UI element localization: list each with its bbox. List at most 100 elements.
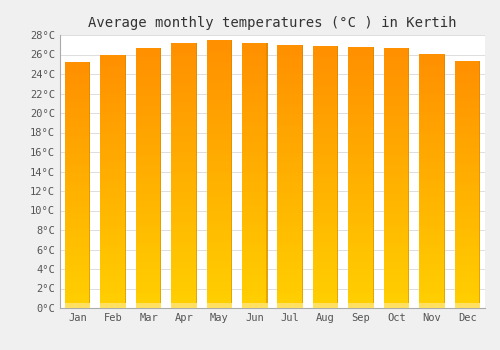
Bar bbox=[278, 242, 303, 245]
Bar bbox=[419, 118, 444, 121]
Bar bbox=[419, 169, 444, 172]
Bar bbox=[419, 229, 444, 232]
Bar bbox=[454, 64, 480, 68]
Bar bbox=[171, 235, 196, 238]
Bar bbox=[454, 83, 480, 86]
Bar bbox=[313, 203, 338, 206]
Bar bbox=[242, 192, 268, 195]
Bar bbox=[348, 115, 374, 119]
Bar bbox=[384, 116, 409, 119]
Bar bbox=[206, 274, 232, 278]
Bar bbox=[384, 54, 409, 57]
Bar bbox=[206, 184, 232, 187]
Bar bbox=[419, 105, 444, 108]
Bar bbox=[136, 48, 162, 51]
Bar bbox=[454, 120, 480, 123]
Bar bbox=[278, 295, 303, 298]
Bar bbox=[419, 238, 444, 242]
Bar bbox=[100, 131, 126, 134]
Bar bbox=[171, 152, 196, 155]
Bar bbox=[136, 253, 162, 256]
Bar bbox=[454, 225, 480, 228]
Bar bbox=[171, 73, 196, 76]
Bar bbox=[384, 132, 409, 135]
Bar bbox=[348, 83, 374, 86]
Bar bbox=[348, 187, 374, 190]
Bar bbox=[65, 105, 90, 108]
Bar bbox=[313, 98, 338, 101]
Bar bbox=[313, 239, 338, 243]
Bar bbox=[454, 231, 480, 234]
Bar bbox=[65, 179, 90, 182]
Bar bbox=[242, 232, 268, 235]
Bar bbox=[136, 204, 162, 207]
Bar bbox=[65, 284, 90, 287]
Bar bbox=[419, 115, 444, 118]
Bar bbox=[384, 298, 409, 301]
Bar bbox=[384, 122, 409, 126]
Bar bbox=[348, 92, 374, 96]
Bar bbox=[348, 164, 374, 168]
Bar bbox=[65, 204, 90, 206]
Bar bbox=[313, 92, 338, 95]
Bar bbox=[206, 87, 232, 90]
Bar bbox=[419, 251, 444, 254]
Bar bbox=[100, 295, 126, 299]
Bar bbox=[419, 137, 444, 140]
Bar bbox=[408, 48, 409, 308]
Bar bbox=[419, 188, 444, 191]
Bar bbox=[278, 199, 303, 203]
Bar bbox=[454, 302, 480, 305]
Bar bbox=[348, 174, 374, 177]
Bar bbox=[206, 77, 232, 80]
Bar bbox=[419, 99, 444, 102]
Bar bbox=[242, 198, 268, 202]
Bar bbox=[242, 285, 268, 288]
Bar bbox=[242, 242, 268, 245]
Bar bbox=[384, 172, 409, 175]
Bar bbox=[171, 122, 196, 126]
Bar bbox=[419, 131, 444, 134]
Bar bbox=[136, 175, 162, 178]
Bar bbox=[242, 281, 268, 285]
Bar bbox=[136, 207, 162, 210]
Bar bbox=[384, 201, 409, 204]
Bar bbox=[384, 295, 409, 298]
Bar bbox=[313, 164, 338, 167]
Bar bbox=[384, 57, 409, 61]
Bar bbox=[206, 295, 232, 298]
Bar bbox=[348, 99, 374, 102]
Bar bbox=[454, 228, 480, 231]
Bar bbox=[348, 119, 374, 122]
Bar bbox=[454, 129, 480, 132]
Bar bbox=[231, 40, 232, 308]
Bar bbox=[65, 289, 90, 293]
Bar bbox=[171, 195, 196, 198]
Bar bbox=[206, 100, 232, 104]
Bar bbox=[65, 78, 90, 81]
Bar bbox=[348, 220, 374, 223]
Bar bbox=[348, 266, 374, 269]
Bar bbox=[171, 109, 196, 112]
Bar bbox=[171, 66, 196, 69]
Bar bbox=[348, 184, 374, 187]
Bar bbox=[348, 145, 374, 148]
Bar bbox=[348, 190, 374, 194]
Bar bbox=[419, 299, 444, 302]
Bar bbox=[136, 162, 162, 165]
Bar bbox=[454, 268, 480, 271]
Bar bbox=[278, 288, 303, 292]
Bar bbox=[100, 280, 126, 283]
Bar bbox=[136, 201, 162, 204]
Bar bbox=[313, 82, 338, 85]
Bar bbox=[65, 142, 90, 145]
Bar bbox=[206, 201, 232, 204]
Bar bbox=[100, 207, 126, 210]
Bar bbox=[206, 254, 232, 258]
Bar bbox=[206, 90, 232, 93]
Bar bbox=[242, 56, 268, 60]
Bar bbox=[206, 224, 232, 228]
Bar bbox=[278, 58, 303, 61]
Bar bbox=[454, 296, 480, 299]
Bar bbox=[384, 162, 409, 165]
